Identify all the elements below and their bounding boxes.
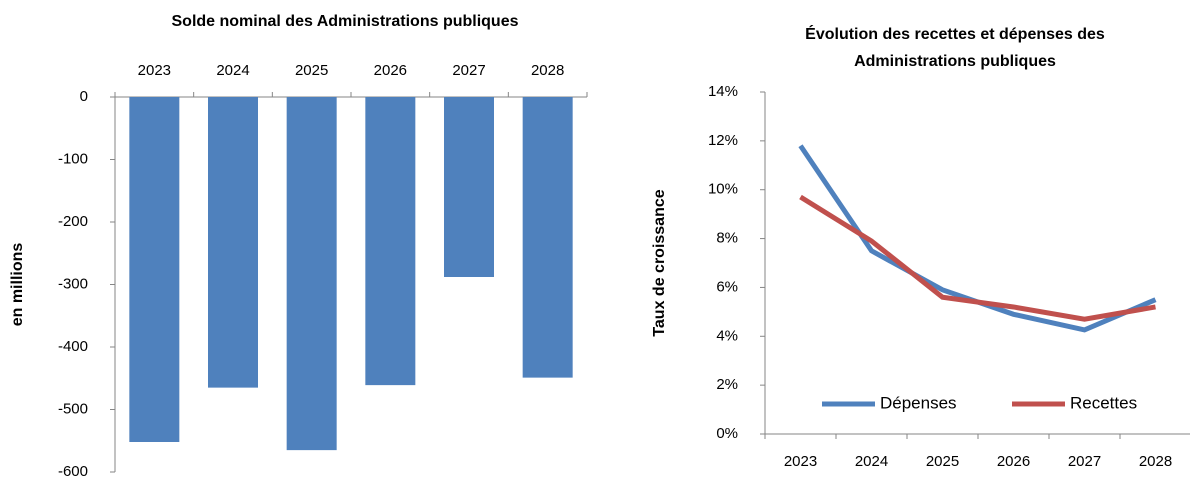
y-tick-label: 0% — [716, 425, 738, 442]
y-axis-title: Taux de croissance — [651, 189, 668, 336]
line-series — [799, 194, 1156, 322]
x-tick-label: 2024 — [216, 62, 249, 79]
y-tick-label: 4% — [716, 327, 738, 344]
x-tick-label: 2027 — [452, 62, 485, 79]
legend-label: Dépenses — [880, 393, 957, 412]
x-tick-label: 2026 — [374, 62, 407, 79]
y-tick-label: 0 — [80, 88, 88, 105]
x-tick-label: 2028 — [1139, 453, 1172, 470]
legend-label: Recettes — [1070, 393, 1137, 412]
y-tick-label: 8% — [716, 230, 738, 247]
bar — [129, 97, 180, 442]
x-tick-label: 2024 — [855, 453, 888, 470]
y-tick-label: -300 — [58, 275, 88, 292]
y-tick-label: 14% — [708, 83, 738, 100]
y-tick-label: -400 — [58, 338, 88, 355]
x-tick-label: 2025 — [295, 62, 328, 79]
chart-title: Évolution des recettes et dépenses des — [805, 24, 1105, 43]
y-axis-title: en millions — [9, 243, 26, 327]
x-tick-label: 2023 — [784, 453, 817, 470]
x-tick-label: 2026 — [997, 453, 1030, 470]
y-tick-label: -100 — [58, 150, 88, 167]
y-tick-label: 12% — [708, 132, 738, 149]
y-tick-label: -500 — [58, 400, 88, 417]
bar — [522, 97, 573, 378]
x-tick-label: 2027 — [1068, 453, 1101, 470]
y-tick-label: 6% — [716, 278, 738, 295]
y-tick-label: -200 — [58, 213, 88, 230]
y-tick-label: 10% — [708, 181, 738, 198]
chart-title: Solde nominal des Administrations publiq… — [172, 13, 519, 30]
x-tick-label: 2023 — [138, 62, 171, 79]
bar — [365, 97, 416, 386]
x-tick-label: 2025 — [926, 453, 959, 470]
bar — [444, 97, 494, 277]
bar — [286, 97, 337, 451]
y-tick-label: -600 — [58, 463, 88, 480]
x-tick-label: 2028 — [531, 62, 564, 79]
bar — [208, 97, 258, 388]
y-tick-label: 2% — [716, 376, 738, 393]
chart-title: Administrations publiques — [854, 53, 1056, 70]
